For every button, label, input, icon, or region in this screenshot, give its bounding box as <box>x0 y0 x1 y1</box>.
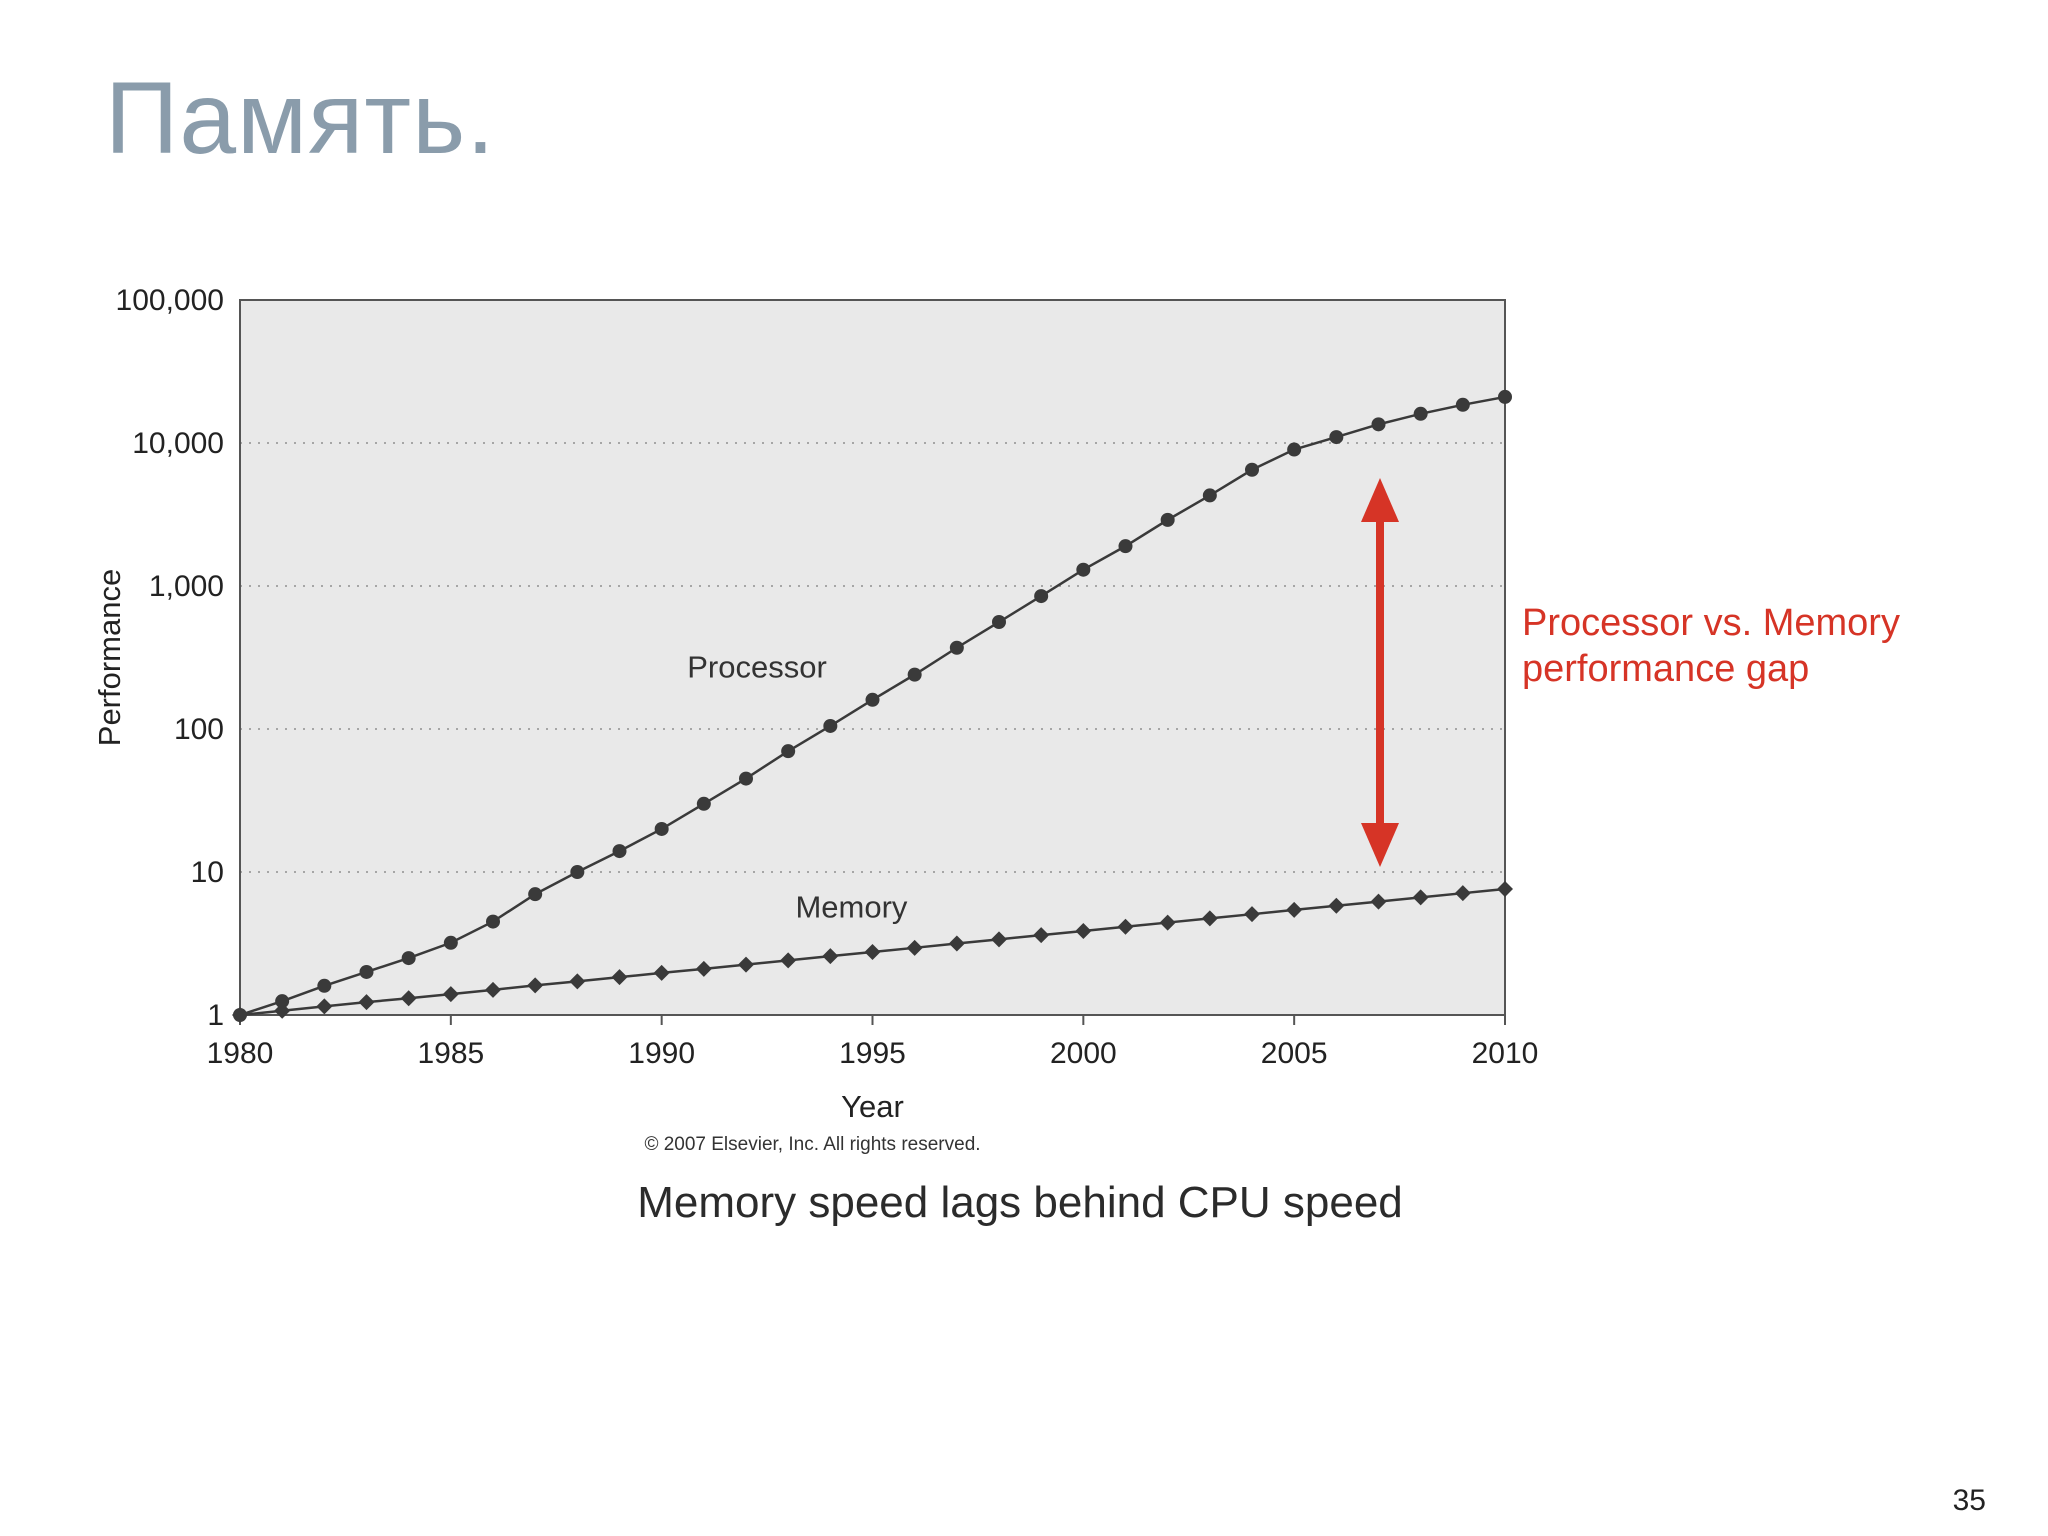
svg-text:1980: 1980 <box>207 1037 274 1070</box>
svg-text:Year: Year <box>841 1089 904 1124</box>
slide-title: Память. <box>105 61 496 175</box>
chart-caption: Memory speed lags behind CPU speed <box>637 1178 1403 1227</box>
svg-text:100,000: 100,000 <box>116 284 224 317</box>
performance-gap-annotation-line1: Processor vs. Memory <box>1522 602 1900 644</box>
svg-text:2010: 2010 <box>1472 1037 1539 1070</box>
svg-text:2005: 2005 <box>1261 1037 1328 1070</box>
performance-chart-svg: 1 10 100 1,000 10,000 100,000 1980 1985 1990 1995… <box>92 284 1539 1155</box>
performance-gap-annotation-line2: performance gap <box>1522 648 1810 691</box>
svg-text:10,000: 10,000 <box>132 427 224 460</box>
svg-text:Performance: Performance <box>92 569 127 746</box>
svg-text:1: 1 <box>207 999 224 1032</box>
svg-text:10: 10 <box>191 856 224 889</box>
svg-text:Memory: Memory <box>795 890 907 925</box>
svg-text:1,000: 1,000 <box>149 570 224 603</box>
performance-gap-annotation: Processor vs. Memory performance gap <box>1522 600 1962 693</box>
svg-text:100: 100 <box>174 713 224 746</box>
svg-text:Processor: Processor <box>687 649 827 684</box>
svg-text:1990: 1990 <box>628 1037 695 1070</box>
svg-text:1985: 1985 <box>417 1037 484 1070</box>
performance-chart: 1 10 100 1,000 10,000 100,000 1980 1985 1990 1995… <box>90 280 1540 1160</box>
svg-text:1995: 1995 <box>839 1037 906 1070</box>
page-number: 35 <box>1952 1484 1986 1517</box>
svg-text:2000: 2000 <box>1050 1037 1117 1070</box>
svg-text:© 2007 Elsevier, Inc. All righ: © 2007 Elsevier, Inc. All rights reserve… <box>644 1134 980 1155</box>
